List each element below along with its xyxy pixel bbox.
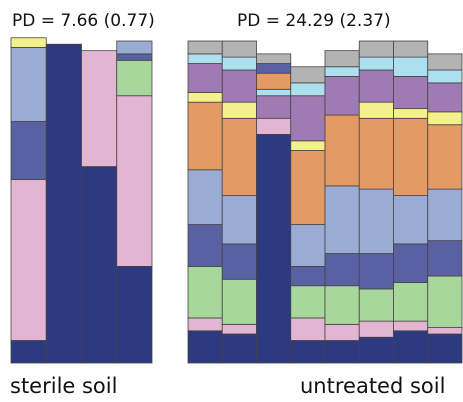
bar-right-3-segment-9 (256, 88, 292, 97)
bar-right-1-segment-4 (187, 224, 223, 267)
bar-right-2-segment-3 (221, 278, 257, 325)
bar-right-6-segment-2 (358, 320, 394, 338)
bar-right-7-segment-3 (393, 282, 429, 322)
right-panel-label: untreated soil (300, 374, 445, 398)
bar-right-7-segment-12 (393, 40, 429, 58)
bar-right-2-segment-8 (221, 69, 257, 103)
bar-right-8-segment-4 (427, 240, 463, 277)
bar-right-4-segment-12 (290, 66, 326, 84)
bar-right-5-segment-6 (324, 114, 360, 187)
bar-right-6-segment-9 (358, 56, 394, 71)
bar-right-5-segment-3 (324, 285, 360, 325)
bar-right-1-segment-7 (187, 92, 223, 103)
bar-right-7-segment-4 (393, 243, 429, 283)
bar-right-1-segment-9 (187, 53, 223, 64)
bar-right-7-segment-6 (393, 117, 429, 196)
bar-left-3-segment-2 (81, 50, 118, 167)
bar-right-5-segment-5 (324, 185, 360, 254)
bar-right-8-segment-8 (427, 82, 463, 113)
bar-left-1-segment-4 (10, 47, 47, 122)
bar-right-2-segment-6 (221, 117, 257, 196)
bar-right-2-segment-9 (221, 56, 257, 71)
right-panel-bars (187, 40, 463, 364)
bar-right-5-segment-8 (324, 76, 360, 116)
bar-left-4-segment-7 (116, 40, 153, 55)
bar-left-2-segment-1 (45, 43, 82, 364)
bar-right-7-segment-2 (393, 320, 429, 332)
bar-left-1-segment-3 (10, 121, 47, 180)
bar-right-8-segment-12 (427, 53, 463, 71)
bar-right-8-segment-2 (427, 327, 463, 335)
left-panel-title: PD = 7.66 (0.77) (12, 11, 155, 31)
bar-right-3-segment-10 (256, 72, 292, 90)
bar-right-3-segment-2 (256, 117, 292, 135)
bar-right-5-segment-4 (324, 253, 360, 287)
bar-right-2-segment-12 (221, 40, 257, 58)
bar-right-4-segment-5 (290, 224, 326, 267)
bar-right-5-segment-2 (324, 323, 360, 341)
bar-right-2-segment-5 (221, 195, 257, 245)
bar-left-4-segment-2 (116, 95, 153, 267)
bar-right-8-segment-5 (427, 188, 463, 242)
bar-right-1-segment-8 (187, 63, 223, 93)
bar-right-1-segment-5 (187, 169, 223, 225)
bar-left-4-segment-5 (116, 59, 153, 97)
bar-right-4-segment-1 (290, 340, 326, 364)
bar-right-8-segment-1 (427, 333, 463, 364)
bar-right-7-segment-1 (393, 330, 429, 364)
bar-right-8-segment-9 (427, 69, 463, 84)
bar-right-6-segment-6 (358, 117, 394, 190)
bar-right-7-segment-7 (393, 108, 429, 119)
bar-left-1-segment-1 (10, 340, 47, 364)
bar-right-5-segment-1 (324, 340, 360, 364)
bar-right-4-segment-8 (290, 95, 326, 142)
bar-right-1-segment-1 (187, 330, 223, 364)
bar-right-8-segment-6 (427, 124, 463, 190)
bar-right-6-segment-4 (358, 253, 394, 290)
bar-right-4-segment-6 (290, 150, 326, 225)
bar-right-7-segment-5 (393, 195, 429, 245)
bar-right-6-segment-5 (358, 188, 394, 254)
bar-right-3-segment-11 (256, 63, 292, 74)
bar-left-4-segment-6 (116, 53, 153, 61)
bar-right-3-segment-8 (256, 95, 292, 119)
bar-right-1-segment-3 (187, 265, 223, 319)
bar-right-1-segment-2 (187, 317, 223, 332)
bar-right-2-segment-7 (221, 101, 257, 119)
bar-right-2-segment-1 (221, 333, 257, 364)
bar-right-4-segment-3 (290, 285, 326, 319)
bar-right-4-segment-2 (290, 317, 326, 341)
bar-right-4-segment-9 (290, 82, 326, 97)
bar-left-3-segment-1 (81, 166, 118, 364)
bar-right-4-segment-7 (290, 140, 326, 151)
bar-right-6-segment-3 (358, 288, 394, 322)
bar-right-8-segment-3 (427, 275, 463, 328)
bar-right-1-segment-6 (187, 101, 223, 171)
bar-right-6-segment-7 (358, 101, 394, 119)
bar-right-5-segment-12 (324, 50, 360, 68)
bar-right-3-segment-12 (256, 53, 292, 64)
left-panel-label: sterile soil (10, 374, 117, 398)
bar-left-1-segment-8 (10, 37, 47, 48)
bar-right-7-segment-8 (393, 76, 429, 110)
bar-right-1-segment-12 (187, 40, 223, 55)
bar-right-7-segment-9 (393, 56, 429, 77)
bar-right-5-segment-9 (324, 66, 360, 77)
bar-right-6-segment-12 (358, 40, 394, 58)
bar-left-4-segment-1 (116, 265, 153, 364)
bar-right-4-segment-4 (290, 265, 326, 287)
bar-right-6-segment-8 (358, 69, 394, 103)
bar-left-1-segment-2 (10, 179, 47, 341)
bar-right-2-segment-4 (221, 243, 257, 280)
bar-right-6-segment-1 (358, 336, 394, 364)
left-panel-bars (10, 37, 153, 364)
bar-right-3-segment-1 (256, 133, 292, 364)
bar-right-2-segment-2 (221, 323, 257, 335)
bar-right-8-segment-7 (427, 111, 463, 126)
right-panel-title: PD = 24.29 (2.37) (237, 11, 391, 31)
